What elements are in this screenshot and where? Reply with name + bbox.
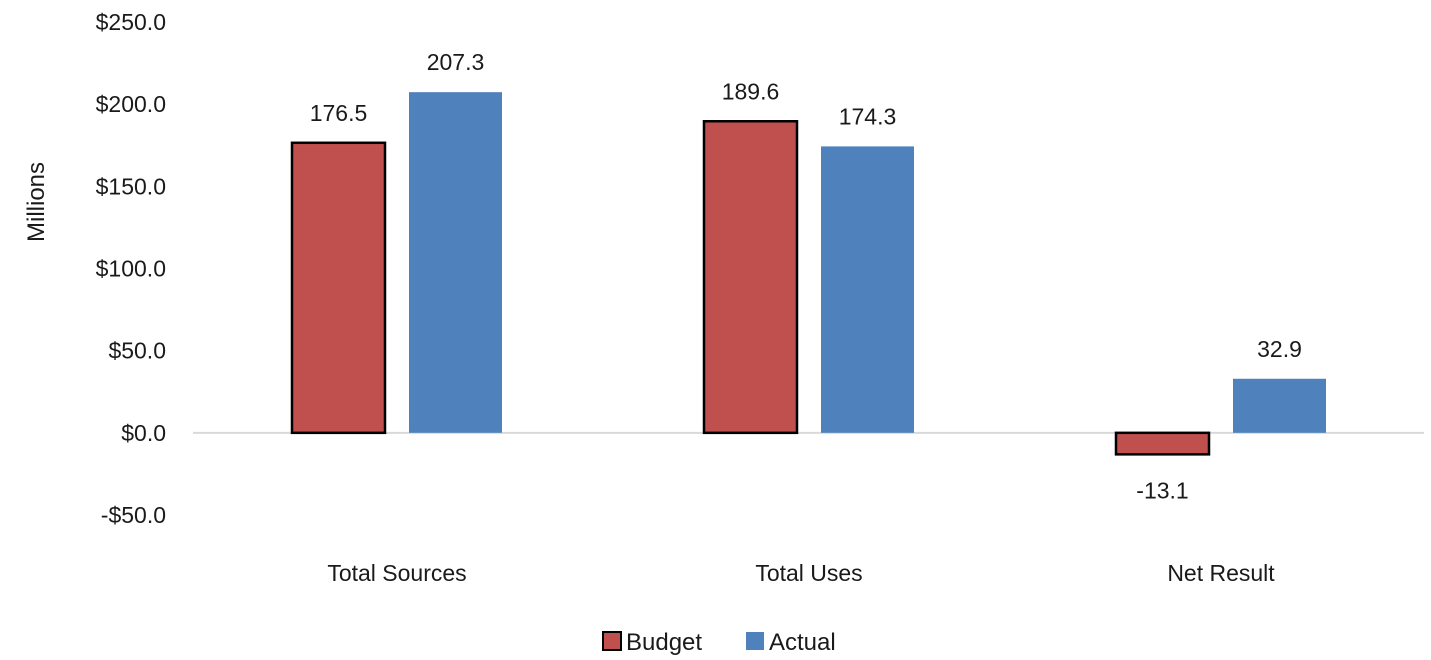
data-label: 207.3 (427, 49, 485, 75)
category-label: Total Uses (755, 560, 862, 586)
data-label: -13.1 (1136, 477, 1188, 503)
legend-swatch-budget (602, 631, 622, 651)
data-label: 189.6 (722, 78, 780, 104)
bar-budget-2 (1114, 431, 1211, 456)
bar-budget-0 (290, 141, 387, 435)
legend: Budget Actual (602, 629, 836, 656)
category-labels: Total Sources Total Uses Net Result (327, 560, 1275, 586)
bar-actual-2 (1233, 378, 1326, 433)
category-label: Net Result (1167, 560, 1275, 586)
category-label: Total Sources (327, 560, 466, 586)
y-axis-label: Millions (23, 162, 50, 242)
y-tick-label: $0.0 (121, 420, 166, 446)
y-tick-label: $50.0 (108, 338, 166, 364)
y-tick-label: $250.0 (96, 9, 166, 35)
y-axis-ticks: $250.0 $200.0 $150.0 $100.0 $50.0 $0.0 -$50.0 (96, 9, 166, 528)
bar-budget-1 (702, 120, 799, 435)
y-tick-label: -$50.0 (101, 502, 166, 528)
y-tick-label: $150.0 (96, 173, 166, 199)
legend-swatch-actual (746, 632, 764, 650)
y-tick-label: $100.0 (96, 256, 166, 282)
legend-label-budget: Budget (626, 629, 702, 656)
data-label: 32.9 (1257, 336, 1302, 362)
y-tick-label: $200.0 (96, 91, 166, 117)
bar-actual-0 (409, 92, 502, 433)
bars (290, 92, 1326, 456)
legend-label-actual: Actual (769, 629, 836, 656)
data-label: 176.5 (310, 100, 368, 126)
data-labels: 176.5 207.3 189.6 174.3 -13.1 32.9 (310, 49, 1302, 503)
data-label: 174.3 (839, 103, 897, 129)
bar-actual-1 (821, 146, 914, 433)
